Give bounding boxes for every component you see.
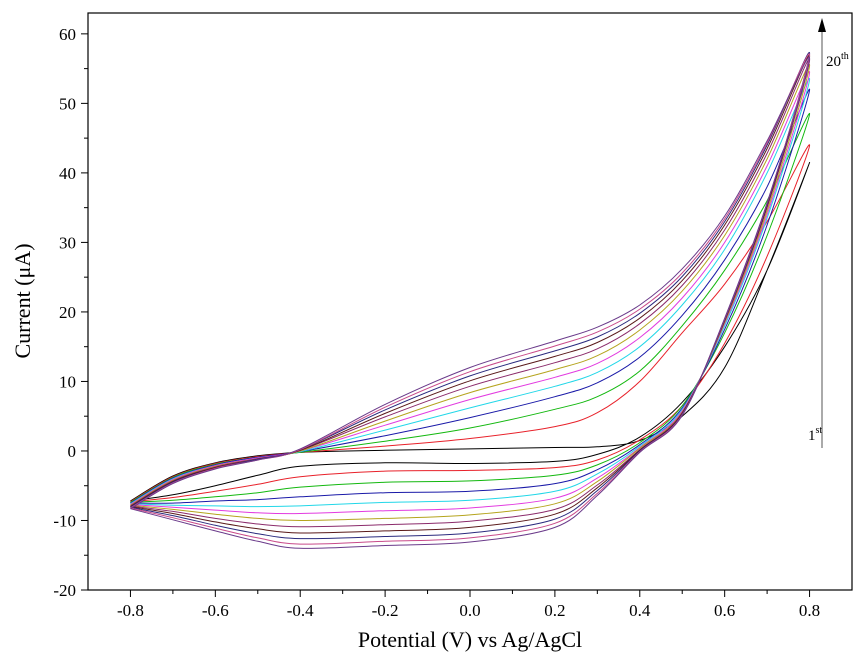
- annotation-1st: 1st: [808, 425, 822, 444]
- cv-cycle-curve-1: [130, 162, 811, 502]
- cv-cycle-curve-10: [130, 52, 811, 540]
- y-axis-ticks: -20 -10 0 10 20 30 40 50 60: [53, 25, 88, 600]
- cv-cycle-curve-7: [130, 64, 811, 521]
- y-tick-label: 40: [59, 164, 76, 183]
- cv-cycle-curve-11: [130, 53, 811, 545]
- x-tick-label: 0.4: [629, 601, 651, 620]
- x-tick-label: 0.0: [459, 601, 480, 620]
- cv-cycle-curve-12: [130, 56, 811, 549]
- y-axis-title: Current (μA): [10, 243, 35, 358]
- cv-cycle-curve-4: [130, 88, 811, 504]
- x-tick-label: -0.4: [287, 601, 314, 620]
- x-tick-label: -0.6: [202, 601, 229, 620]
- cv-cycle-curve-2: [130, 144, 811, 503]
- y-tick-label: 10: [59, 372, 76, 391]
- cv-cycle-curve-8: [130, 58, 811, 528]
- x-axis-ticks: -0.8 -0.6 -0.4 -0.2 0.0 0.2 0.4 0.6 0.8: [117, 590, 820, 620]
- x-tick-label: 0.6: [714, 601, 735, 620]
- cv-cycle-curve-6: [130, 71, 811, 515]
- y-tick-label: -10: [53, 511, 76, 530]
- x-tick-label: -0.8: [117, 601, 144, 620]
- y-tick-label: 30: [59, 233, 76, 252]
- arrow-head-icon: [818, 18, 826, 32]
- x-axis-title: Potential (V) vs Ag/AgCl: [358, 627, 582, 652]
- y-tick-label: -20: [53, 581, 76, 600]
- y-tick-label: 20: [59, 303, 76, 322]
- cv-cycle-curve-5: [130, 78, 811, 508]
- y-tick-label: 50: [59, 94, 76, 113]
- cv-cycle-curve-3: [130, 113, 811, 503]
- x-tick-label: -0.2: [372, 601, 399, 620]
- y-tick-label: 60: [59, 25, 76, 44]
- y-tick-label: 0: [68, 442, 77, 461]
- annotation-20th: 20th: [826, 51, 849, 70]
- x-tick-label: 0.8: [799, 601, 820, 620]
- x-tick-label: 0.2: [544, 601, 565, 620]
- cv-curves: [130, 52, 811, 549]
